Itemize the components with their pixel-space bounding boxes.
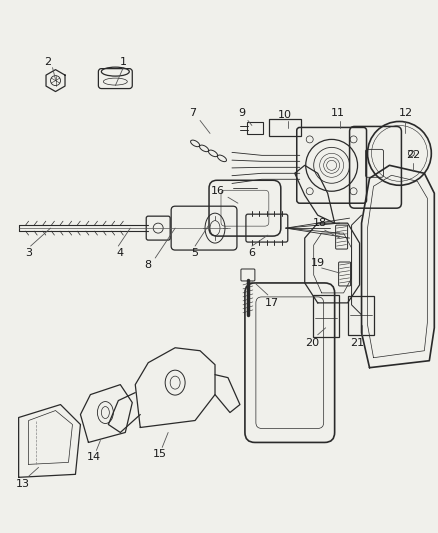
Text: 15: 15 xyxy=(153,449,167,459)
Text: 9: 9 xyxy=(238,109,245,118)
Text: 4: 4 xyxy=(117,248,124,258)
Text: 17: 17 xyxy=(265,298,279,308)
Text: 11: 11 xyxy=(331,109,345,118)
Text: 1: 1 xyxy=(120,56,127,67)
Text: 2: 2 xyxy=(44,56,51,67)
Text: 8: 8 xyxy=(145,260,152,270)
Text: 7: 7 xyxy=(190,109,197,118)
Text: 20: 20 xyxy=(305,338,319,348)
Text: 5: 5 xyxy=(191,248,198,258)
Text: 3: 3 xyxy=(25,248,32,258)
Text: 6: 6 xyxy=(248,248,255,258)
Text: 13: 13 xyxy=(16,479,30,489)
Text: 10: 10 xyxy=(278,110,292,120)
Text: 12: 12 xyxy=(398,109,413,118)
Text: 14: 14 xyxy=(86,453,100,463)
Text: 16: 16 xyxy=(211,186,225,196)
Text: 19: 19 xyxy=(311,258,325,268)
Text: 22: 22 xyxy=(406,150,420,160)
Text: 18: 18 xyxy=(313,218,327,228)
Text: 21: 21 xyxy=(350,338,364,348)
